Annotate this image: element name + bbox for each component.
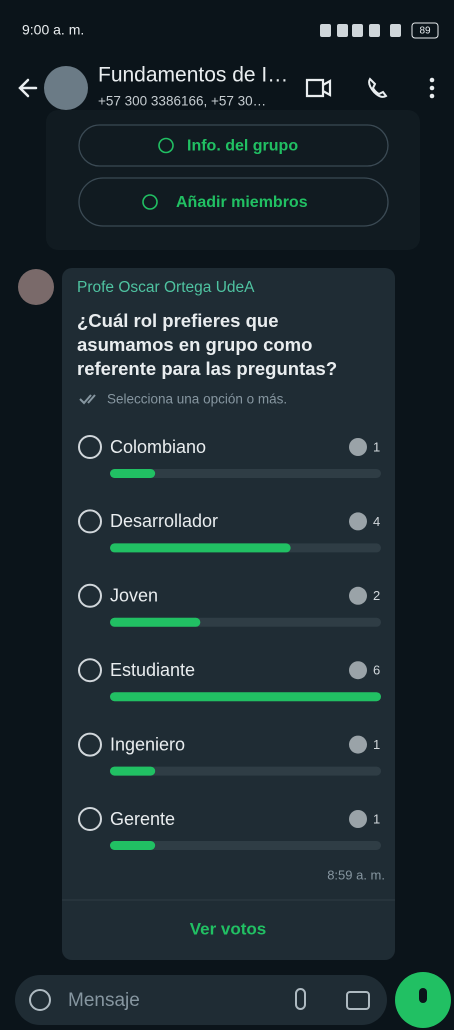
menu-button[interactable] [430,94,435,99]
voter-avatar [349,736,367,754]
menu-button[interactable] [430,78,435,83]
voter-avatar [349,661,367,679]
option-votes: 1 [373,737,380,752]
option-label[interactable]: Colombiano [110,437,206,457]
group-action-label[interactable]: Info. del grupo [187,138,298,155]
group-action-label[interactable]: Añadir miembros [176,194,308,211]
option-votes: 6 [373,663,380,678]
menu-button[interactable] [430,86,435,91]
voter-avatar [349,587,367,605]
option-label[interactable]: Desarrollador [110,511,218,531]
vote-bar [110,469,155,478]
status-icon [390,24,401,37]
chat-title[interactable]: Fundamentos de I… [98,64,288,87]
vote-bar [110,692,381,701]
message-placeholder[interactable]: Mensaje [68,990,140,1011]
option-label[interactable]: Gerente [110,809,175,829]
voter-avatar [349,512,367,530]
screen: 9:00 a. m. 89 Fundamentos de I… +57 300 338… [0,0,454,1030]
vote-bar [110,767,155,776]
sender-name: Profe Oscar Ortega UdeA [77,279,255,296]
message-time: 8:59 a. m. [327,867,385,882]
option-label[interactable]: Estudiante [110,660,195,680]
vote-bar [110,618,200,627]
vote-bar [110,841,155,850]
option-votes: 2 [373,588,380,603]
voter-avatar [349,810,367,828]
status-icon [369,24,380,37]
option-votes: 4 [373,514,380,529]
option-label[interactable]: Ingeniero [110,734,185,754]
battery-level: 89 [419,26,431,37]
chat-subtitle[interactable]: +57 300 3386166, +57 30… [98,94,266,109]
group-card [46,110,420,250]
sender-avatar [18,269,54,305]
status-time: 9:00 a. m. [22,22,84,38]
poll-hint: Selecciona una opción o más. [107,392,287,407]
option-votes: 1 [373,439,380,454]
voter-avatar [349,438,367,456]
poll-question: referente para las preguntas? [77,358,337,379]
status-icon [337,24,348,37]
group-avatar[interactable] [44,66,88,110]
status-icon [352,24,363,37]
mic-icon [419,988,427,1003]
status-icon [320,24,331,37]
vote-bar [110,543,291,552]
poll-question: asumamos en grupo como [77,334,312,355]
view-votes-button[interactable]: Ver votos [190,919,267,938]
poll-question: ¿Cuál rol prefieres que [77,310,279,331]
option-label[interactable]: Joven [110,586,158,606]
option-votes: 1 [373,811,380,826]
